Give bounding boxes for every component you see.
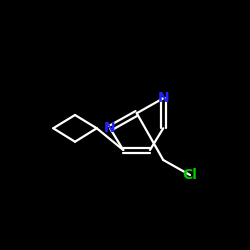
Text: N: N [104, 121, 116, 135]
Text: Cl: Cl [182, 168, 198, 182]
Text: N: N [158, 91, 169, 105]
